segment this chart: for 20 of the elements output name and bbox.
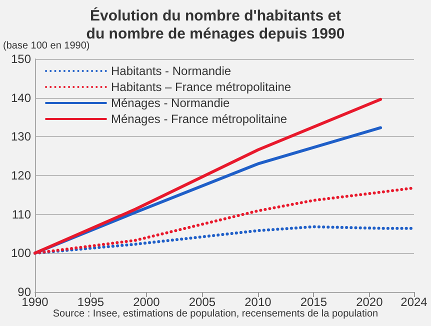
- x-tick-label: 1995: [77, 295, 104, 309]
- y-tick-label: 150: [10, 52, 32, 66]
- x-tick-label: 2010: [244, 295, 272, 309]
- source-note: Source : Insee, estimations de population, recensements de la population: [52, 308, 378, 320]
- legend-label: Ménages - Normandie: [111, 96, 230, 110]
- y-tick-label: 140: [10, 90, 32, 105]
- legend-label: Habitants - Normandie: [111, 64, 232, 78]
- chart-title: Évolution du nombre d'habitants et du nombre de ménages depuis 1990: [86, 6, 345, 42]
- y-tick-label: 110: [12, 207, 32, 222]
- legend-label: Habitants – France métropolitaine: [111, 80, 292, 94]
- x-tick-label: 2000: [133, 295, 160, 309]
- x-tick-label: 2020: [356, 295, 384, 309]
- y-axis-title: (base 100 en 1990): [3, 40, 90, 52]
- x-tick-label: 2024: [400, 295, 428, 309]
- y-tick-label: 130: [10, 130, 32, 144]
- legend-label: Ménages - France métropolitaine: [111, 112, 288, 126]
- x-tick-label: 2015: [300, 295, 328, 309]
- y-tick-label: 120: [10, 168, 32, 182]
- x-tick-label: 2005: [188, 295, 216, 309]
- y-tick-label: 100: [10, 246, 32, 260]
